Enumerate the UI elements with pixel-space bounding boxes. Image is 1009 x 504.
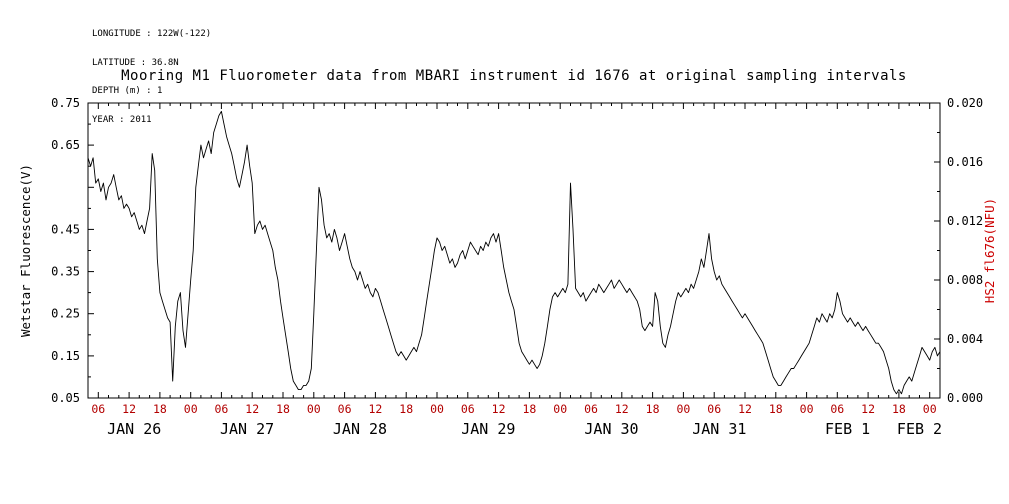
x-tick-label: 00 — [553, 402, 567, 416]
x-tick-label: 00 — [430, 402, 444, 416]
x-date-label: JAN 27 — [220, 420, 274, 438]
x-tick-label: 00 — [307, 402, 321, 416]
x-date-label: JAN 29 — [461, 420, 515, 438]
y-right-tick-label: 0.000 — [947, 391, 983, 405]
metadata-depth: DEPTH (m) : 1 — [92, 86, 163, 96]
y-right-tick-label: 0.008 — [947, 273, 983, 287]
x-tick-label: 12 — [122, 402, 136, 416]
x-tick-label: 12 — [492, 402, 506, 416]
x-tick-label: 18 — [646, 402, 660, 416]
x-date-label: JAN 26 — [107, 420, 161, 438]
metadata-year: YEAR : 2011 — [92, 114, 152, 125]
x-tick-label: 06 — [338, 402, 352, 416]
y-left-tick-label: 0.45 — [51, 222, 80, 236]
x-tick-label: 00 — [923, 402, 937, 416]
y-right-tick-label: 0.004 — [947, 332, 983, 346]
metadata-longitude: LONGITUDE : 122W(-122) — [92, 29, 212, 39]
x-date-label: FEB 1 — [825, 420, 870, 438]
station-metadata: LONGITUDE : 122W(-122) LATITUDE : 36.8N … — [92, 11, 211, 144]
fluorescence-line-series — [87, 110, 941, 395]
metadata-latitude: LATITUDE : 36.8N — [92, 57, 179, 68]
y-right-tick-label: 0.016 — [947, 155, 983, 169]
x-date-label: JAN 31 — [692, 420, 746, 438]
y-left-tick-label: 0.15 — [51, 349, 80, 363]
x-tick-label: 18 — [276, 402, 290, 416]
y-right-tick-label: 0.020 — [947, 96, 983, 110]
y-left-tick-label: 0.65 — [51, 138, 80, 152]
y-left-tick-label: 0.35 — [51, 265, 80, 279]
x-tick-label: 06 — [91, 402, 105, 416]
x-tick-label: 00 — [184, 402, 198, 416]
x-tick-label: 18 — [522, 402, 536, 416]
x-tick-label: 18 — [769, 402, 783, 416]
x-tick-label: 12 — [245, 402, 259, 416]
x-tick-label: 12 — [738, 402, 752, 416]
x-tick-label: 12 — [615, 402, 629, 416]
x-tick-label: 18 — [399, 402, 413, 416]
y-left-tick-label: 0.75 — [51, 96, 80, 110]
x-tick-label: 00 — [800, 402, 814, 416]
x-tick-label: 06 — [584, 402, 598, 416]
chart-title: Mooring M1 Fluorometer data from MBARI i… — [121, 68, 907, 84]
x-tick-label: 06 — [214, 402, 228, 416]
y-right-tick-label: 0.012 — [947, 214, 983, 228]
x-tick-label: 12 — [368, 402, 382, 416]
x-tick-label: 00 — [676, 402, 690, 416]
x-date-label: JAN 30 — [584, 420, 638, 438]
x-date-label: JAN 28 — [333, 420, 387, 438]
y-left-tick-label: 0.25 — [51, 307, 80, 321]
y-right-axis-title: HS2 fl676(NFU) — [982, 198, 997, 303]
y-left-tick-label: 0.05 — [51, 391, 80, 405]
x-tick-label: 06 — [461, 402, 475, 416]
x-tick-label: 06 — [830, 402, 844, 416]
x-tick-label: 18 — [153, 402, 167, 416]
y-left-axis-title: Wetstar Fluorescence(V) — [18, 164, 33, 337]
x-tick-label: 18 — [892, 402, 906, 416]
x-tick-label: 12 — [861, 402, 875, 416]
x-tick-label: 06 — [707, 402, 721, 416]
x-date-label: FEB 2 — [897, 420, 942, 438]
